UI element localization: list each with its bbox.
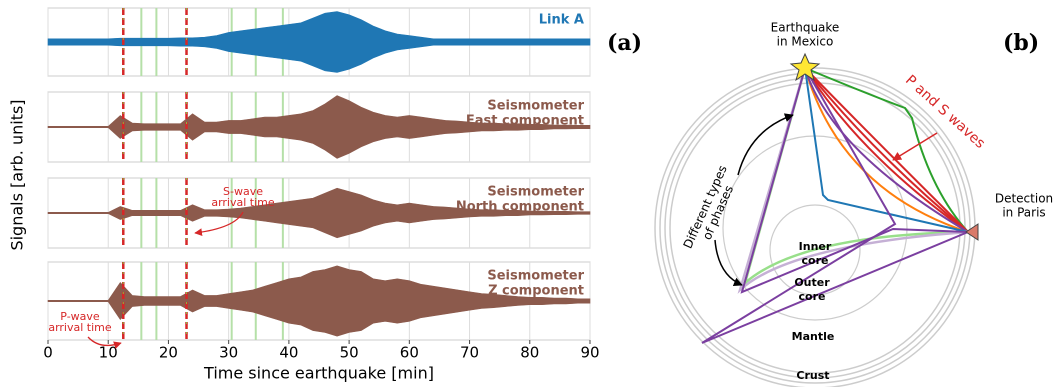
outer-core-label: Outer bbox=[794, 276, 830, 289]
x-tick-label: 40 bbox=[279, 344, 298, 362]
arrow bbox=[714, 239, 743, 287]
annotation: arrival time bbox=[211, 196, 275, 209]
ray bbox=[804, 67, 969, 233]
x-tick-label: 90 bbox=[580, 344, 599, 362]
ray bbox=[804, 67, 969, 233]
ray bbox=[742, 67, 969, 287]
series-label: Link A bbox=[539, 13, 584, 28]
series-label: Z component bbox=[488, 284, 584, 299]
waveform bbox=[47, 187, 591, 239]
annotation: S-wave bbox=[223, 185, 263, 198]
annotation: P-wave bbox=[60, 310, 100, 323]
earthquake-star bbox=[789, 52, 821, 82]
annotation-arrow bbox=[194, 211, 244, 236]
earth-diagram bbox=[654, 52, 979, 387]
mantle-label: Mantle bbox=[792, 330, 835, 343]
source-label: in Mexico bbox=[777, 35, 834, 49]
panel-label: (a) bbox=[607, 30, 642, 56]
series-label: North component bbox=[456, 200, 584, 215]
x-tick-label: 60 bbox=[400, 344, 419, 362]
x-tick-label: 80 bbox=[520, 344, 539, 362]
detector-label: Detection bbox=[995, 192, 1053, 206]
x-tick-label: 30 bbox=[219, 344, 238, 362]
ray bbox=[804, 67, 969, 233]
ray bbox=[740, 67, 969, 294]
waveform bbox=[47, 265, 591, 337]
ray bbox=[804, 67, 969, 233]
inner-core-label: Inner bbox=[799, 240, 832, 253]
x-tick-label: 0 bbox=[43, 344, 53, 362]
x-tick-label: 10 bbox=[99, 344, 118, 362]
arrow bbox=[892, 132, 938, 161]
crust-label: Crust bbox=[796, 369, 829, 382]
x-axis-label: Time since earthquake [min] bbox=[203, 364, 434, 383]
y-axis-label: Signals [arb. units] bbox=[8, 99, 27, 250]
ray bbox=[804, 67, 969, 233]
ray bbox=[737, 67, 969, 294]
source-label: Earthquake bbox=[771, 21, 840, 35]
series-label: Seismometer bbox=[487, 99, 584, 114]
outer-core-label: core bbox=[799, 290, 826, 303]
waveform bbox=[47, 95, 591, 159]
x-tick-label: 20 bbox=[159, 344, 178, 362]
annotation: arrival time bbox=[48, 321, 112, 334]
series-label: Seismometer bbox=[487, 185, 584, 200]
x-tick-label: 50 bbox=[340, 344, 359, 362]
waves-label: P and S waves bbox=[902, 72, 988, 152]
panel-label: (b) bbox=[1003, 30, 1039, 56]
x-tick-label: 70 bbox=[460, 344, 479, 362]
ray bbox=[804, 67, 969, 233]
waveform bbox=[47, 11, 591, 73]
detector-label: in Paris bbox=[1002, 206, 1045, 220]
inner-core-label: core bbox=[802, 254, 829, 267]
series-label: Seismometer bbox=[487, 269, 584, 284]
arrow bbox=[737, 113, 794, 176]
ray bbox=[701, 67, 969, 344]
annotation-arrow bbox=[87, 336, 122, 349]
detector-marker bbox=[965, 223, 979, 241]
series-label: East component bbox=[466, 114, 584, 129]
